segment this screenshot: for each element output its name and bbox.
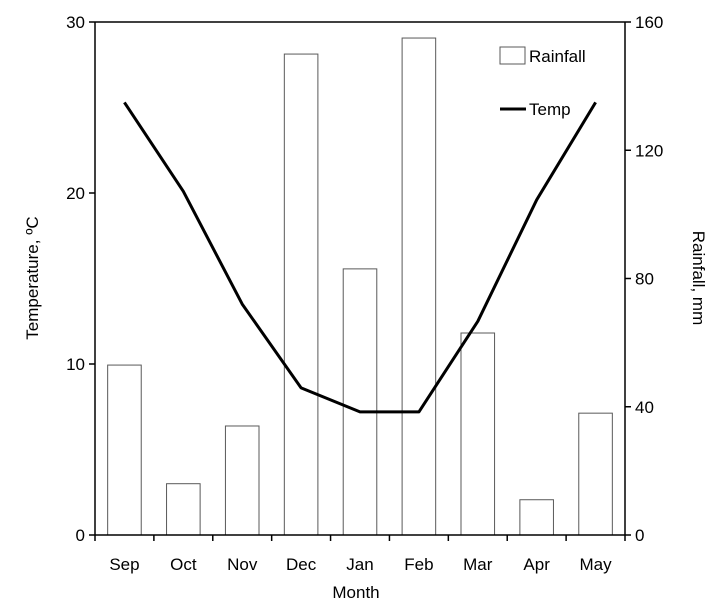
right-tick-label: 0 [635, 526, 644, 545]
right-tick-label: 80 [635, 270, 654, 289]
x-tick-label-may: May [579, 555, 612, 574]
right-tick-label: 160 [635, 13, 663, 32]
rainfall-bar-oct [166, 483, 201, 536]
left-tick-label: 30 [66, 13, 85, 32]
rainfall-bar-jan [342, 268, 378, 536]
temp-line-layer [123, 101, 597, 414]
x-tick-label-dec: Dec [286, 555, 317, 574]
rainfall-bar-apr [519, 499, 554, 536]
rainfall-bar-dec [283, 53, 319, 536]
rainfall-bar-nov [224, 425, 260, 536]
x-tick-label-apr: Apr [523, 555, 550, 574]
right-axis-title: Rainfall, mm [689, 231, 708, 325]
x-axis-ticks: Sep Oct Nov Dec Jan Feb Mar Apr May [94, 535, 626, 574]
x-tick-label-sep: Sep [109, 555, 139, 574]
plot-frame [94, 21, 626, 536]
x-tick-label-feb: Feb [404, 555, 433, 574]
x-axis-title: Month [332, 583, 379, 602]
legend-temp-label: Temp [529, 100, 571, 119]
x-tick-label-oct: Oct [170, 555, 197, 574]
left-tick-label: 0 [76, 526, 85, 545]
rainfall-bar-feb [401, 37, 437, 536]
left-tick-label: 20 [66, 184, 85, 203]
left-tick-label: 10 [66, 355, 85, 374]
right-tick-label: 120 [635, 141, 663, 160]
temp-line [123, 101, 597, 414]
x-tick-label-nov: Nov [227, 555, 258, 574]
legend-rainfall-label: Rainfall [529, 47, 586, 66]
rainfall-bar-mar [460, 332, 496, 536]
rainfall-bars [107, 37, 613, 536]
left-axis-ticks: 0 10 20 30 [66, 13, 95, 545]
x-tick-label-mar: Mar [463, 555, 493, 574]
left-axis-title: Temperature, ºC [23, 216, 42, 339]
x-tick-label-jan: Jan [346, 555, 373, 574]
right-axis-ticks: 0 40 80 120 160 [625, 13, 663, 545]
legend-rainfall-swatch [499, 46, 526, 65]
legend: Rainfall Temp [499, 46, 586, 119]
rainfall-bar-may [578, 412, 613, 536]
right-tick-label: 40 [635, 398, 654, 417]
rainfall-bar-sep [107, 364, 142, 536]
